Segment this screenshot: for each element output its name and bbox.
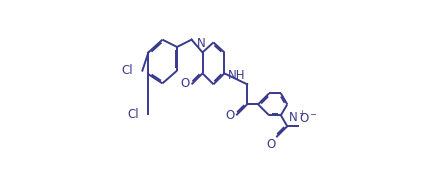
Text: Cl: Cl <box>121 64 133 77</box>
Text: O: O <box>266 138 276 151</box>
Text: N: N <box>197 37 206 50</box>
Text: O: O <box>181 77 190 90</box>
Text: O: O <box>225 109 235 122</box>
Text: Cl: Cl <box>127 108 139 121</box>
Text: N$^+$: N$^+$ <box>288 110 307 125</box>
Text: NH: NH <box>228 69 245 82</box>
Text: O$^-$: O$^-$ <box>299 112 318 125</box>
